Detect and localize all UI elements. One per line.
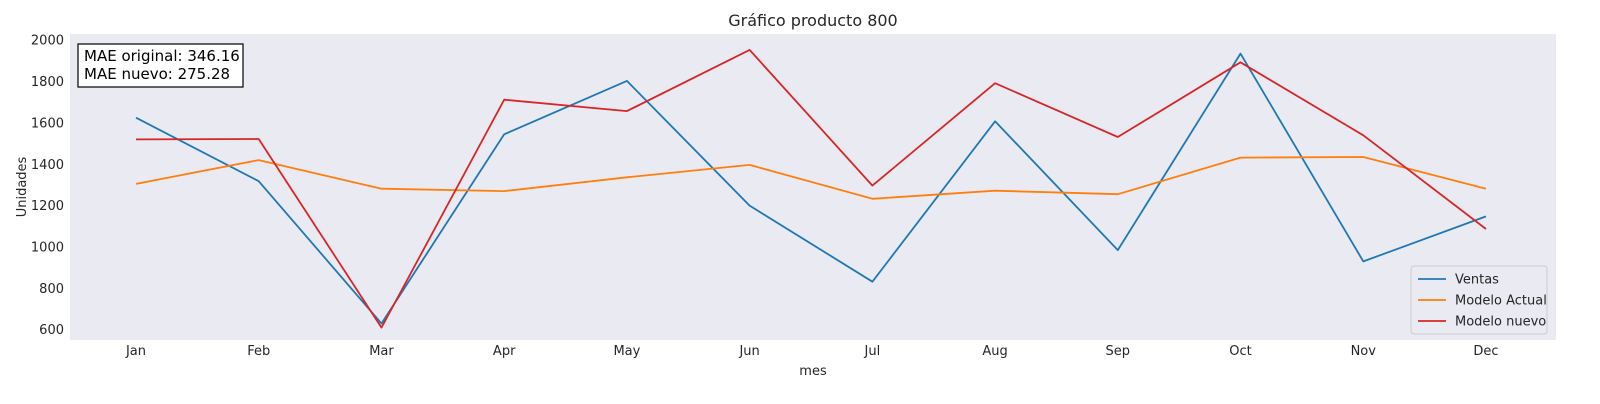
x-tick-label: Aug bbox=[982, 344, 1007, 359]
y-tick-label: 1800 bbox=[31, 75, 64, 90]
x-axis-label: mes bbox=[799, 364, 827, 379]
x-tick-label: Mar bbox=[369, 344, 394, 359]
x-tick-label: May bbox=[613, 344, 640, 359]
x-tick-label: Jan bbox=[125, 344, 146, 359]
x-tick-label: Sep bbox=[1106, 344, 1131, 359]
legend-box bbox=[1410, 265, 1548, 335]
y-tick-label: 1600 bbox=[31, 116, 64, 131]
legend-label: Modelo nuevo bbox=[1455, 315, 1546, 330]
legend: Ventas Modelo Actual Modelo nuevo bbox=[1410, 265, 1548, 335]
x-tick-label: Feb bbox=[247, 344, 270, 359]
y-axis-ticks: 600 800 1000 1200 1400 1600 1800 2000 bbox=[31, 34, 64, 338]
y-tick-label: 1000 bbox=[31, 240, 64, 255]
x-tick-label: Jun bbox=[738, 344, 759, 359]
x-tick-label: Nov bbox=[1351, 344, 1377, 359]
chart-title: Gráfico producto 800 bbox=[728, 11, 897, 30]
x-axis-ticks: Jan Feb Mar Apr May Jun Jul Aug Sep Oct Nov Dec bbox=[125, 344, 1499, 359]
x-tick-label: Jul bbox=[864, 344, 881, 359]
plot-background bbox=[70, 34, 1556, 340]
mae-nuevo-text: MAE nuevo: 275.28 bbox=[84, 65, 230, 83]
series-line-modelo-nuevo bbox=[135, 49, 1487, 329]
y-tick-label: 1200 bbox=[31, 199, 64, 214]
legend-label: Modelo Actual bbox=[1455, 294, 1547, 309]
y-tick-label: 600 bbox=[39, 323, 64, 338]
series-line-ventas bbox=[135, 52, 1487, 325]
x-tick-label: Oct bbox=[1229, 344, 1251, 359]
series-lines bbox=[135, 49, 1487, 329]
mae-original-text: MAE original: 346.16 bbox=[84, 47, 240, 65]
legend-label: Ventas bbox=[1455, 273, 1499, 288]
y-axis-label: Unidades bbox=[15, 156, 30, 217]
series-line-modelo-actual bbox=[135, 156, 1487, 200]
y-tick-label: 1400 bbox=[31, 158, 64, 173]
mae-annotation-box bbox=[77, 43, 244, 88]
y-tick-label: 2000 bbox=[31, 34, 64, 49]
y-tick-label: 800 bbox=[39, 282, 64, 297]
mae-annotation: MAE original: 346.16 MAE nuevo: 275.28 bbox=[77, 43, 244, 88]
x-tick-label: Dec bbox=[1473, 344, 1498, 359]
x-tick-label: Apr bbox=[493, 344, 516, 359]
